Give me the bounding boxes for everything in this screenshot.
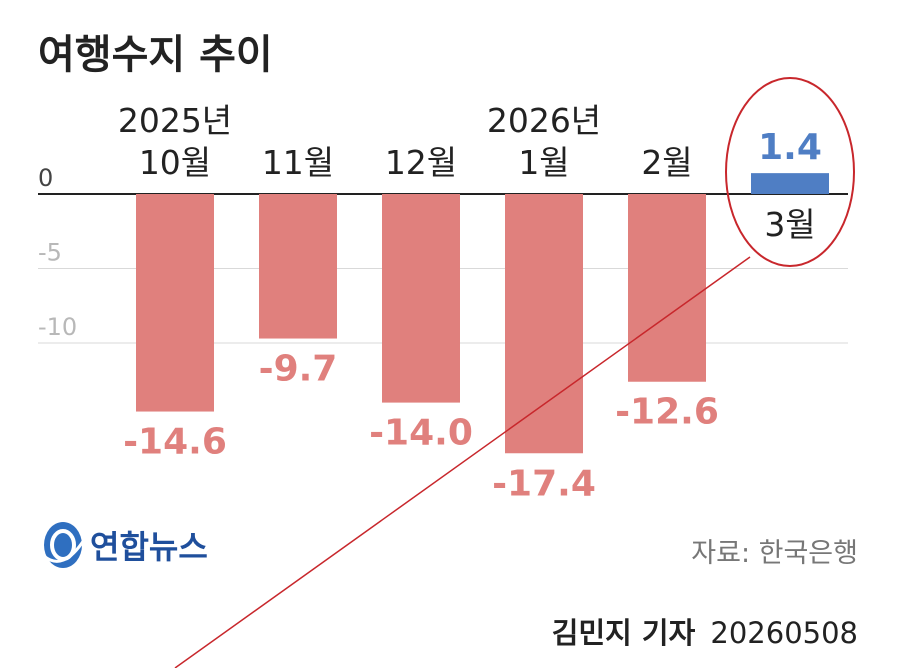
- y-tick-label: -5: [38, 239, 62, 267]
- bar: [505, 194, 583, 454]
- yonhap-logo: 연합뉴스: [43, 522, 208, 568]
- category-month-label: 1월: [518, 143, 569, 182]
- reporter-name: 김민지 기자: [552, 616, 696, 650]
- data-label: -17.4: [492, 463, 596, 504]
- bar: [259, 194, 337, 339]
- bar: [751, 173, 829, 194]
- category-year-label: 2025년: [118, 101, 232, 140]
- source-note: 자료: 한국은행: [691, 538, 858, 569]
- data-label: -14.6: [123, 422, 227, 463]
- yonhap-logo-icon: [43, 522, 86, 568]
- chart-title: 여행수지 추이: [38, 32, 273, 78]
- data-label: -9.7: [259, 349, 338, 390]
- bar: [628, 194, 706, 382]
- bar: [382, 194, 460, 403]
- category-month-label: 10월: [139, 143, 211, 182]
- data-label: -14.0: [369, 413, 473, 454]
- highlight-pointer-line: [174, 256, 751, 668]
- category-month-label: 2월: [641, 143, 692, 182]
- category-month-label: 11월: [262, 143, 334, 182]
- data-label: -12.6: [615, 392, 719, 433]
- logo-text: 연합뉴스: [90, 528, 208, 566]
- category-month-label: 3월: [764, 205, 815, 244]
- category-year-label: 2026년: [487, 101, 601, 140]
- data-label: 1.4: [758, 127, 822, 168]
- y-tick-label: 0: [38, 164, 53, 192]
- y-tick-label: -10: [38, 313, 77, 341]
- category-month-label: 12월: [385, 143, 457, 182]
- highlight-circle: [725, 77, 855, 267]
- byline: 김민지 기자 20260508: [552, 616, 858, 650]
- bar: [136, 194, 214, 412]
- bars: [136, 173, 829, 454]
- value-labels: -14.6 -9.7 -14.0 -17.4 -12.6 1.4: [123, 127, 822, 504]
- byline-date: 20260508: [710, 616, 858, 650]
- y-tick-labels: 0 -5 -10: [38, 164, 77, 341]
